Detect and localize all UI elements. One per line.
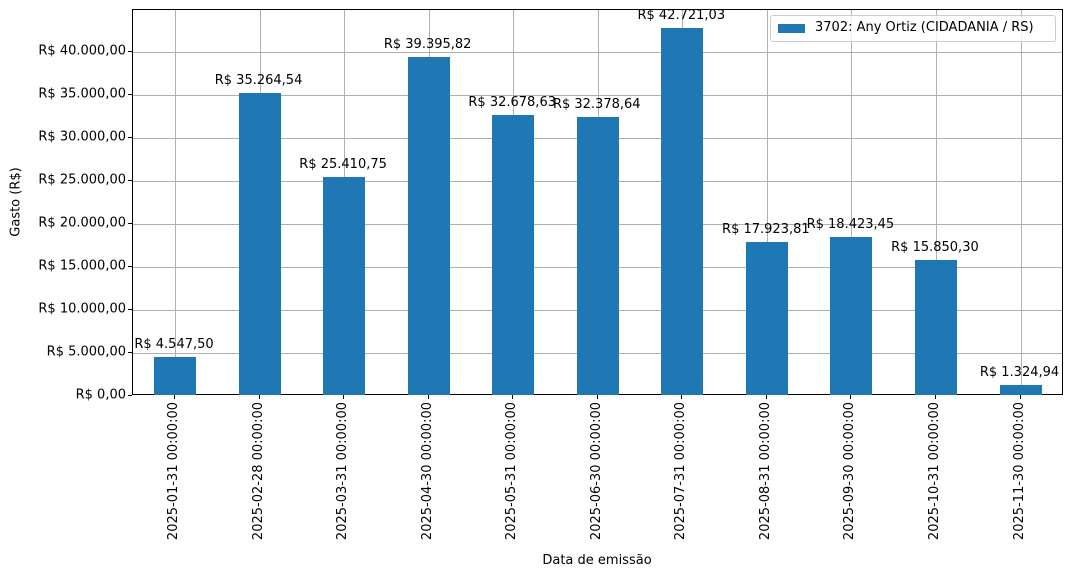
- y-tick-mark: [128, 351, 132, 353]
- y-tick-mark: [128, 265, 132, 267]
- bar: [407, 56, 450, 395]
- bar: [661, 28, 704, 395]
- grid-line-vertical: [1020, 10, 1022, 394]
- bar-value-label: R$ 32.378,64: [552, 97, 641, 113]
- bar-value-label: R$ 4.547,50: [134, 336, 214, 352]
- y-tick-mark: [128, 395, 132, 396]
- x-tick-mark: [681, 395, 683, 399]
- legend-swatch: [778, 24, 805, 33]
- bar: [154, 356, 196, 395]
- grid-line-horizontal: [133, 94, 1062, 96]
- bar-value-label: R$ 42.721,03: [637, 8, 726, 24]
- plot-area: [132, 9, 1063, 395]
- bar: [914, 259, 957, 395]
- y-tick-mark: [128, 93, 132, 95]
- x-tick-mark: [427, 395, 429, 399]
- bar-value-label: R$ 32.678,63: [468, 94, 556, 110]
- bar: [576, 117, 619, 395]
- y-tick-label: R$ 5.000,00: [46, 344, 126, 360]
- x-tick-label: 2025-10-31 00:00:00: [926, 402, 942, 541]
- grid-line-vertical: [175, 10, 176, 394]
- x-tick-label: 2025-01-31 00:00:00: [166, 402, 181, 541]
- bar: [999, 384, 1042, 395]
- x-tick-label: 2025-04-30 00:00:00: [419, 402, 435, 541]
- x-tick-label: 2025-03-31 00:00:00: [335, 402, 351, 541]
- x-tick-label: 2025-08-31 00:00:00: [757, 402, 773, 541]
- x-tick-label: 2025-06-30 00:00:00: [588, 402, 604, 541]
- grid-line-horizontal: [133, 51, 1062, 53]
- x-tick-label: 2025-09-30 00:00:00: [842, 402, 858, 541]
- bar-value-label: R$ 25.410,75: [299, 157, 387, 173]
- bar-value-label: R$ 15.850,30: [891, 239, 979, 255]
- y-tick-label: R$ 20.000,00: [38, 215, 126, 231]
- bar-value-label: R$ 17.923,81: [722, 221, 810, 237]
- x-tick-mark: [174, 395, 175, 399]
- legend-label: 3702: Any Ortiz (CIDADANIA / RS): [815, 20, 1034, 35]
- x-tick-label: 2025-02-28 00:00:00: [250, 402, 266, 541]
- y-tick-label: R$ 10.000,00: [38, 301, 126, 317]
- x-tick-mark: [850, 395, 852, 399]
- y-tick-label: R$ 0,00: [75, 387, 126, 403]
- x-axis-label: Data de emissão: [542, 553, 652, 568]
- bar-value-label: R$ 18.423,45: [806, 217, 895, 233]
- y-tick-mark: [128, 308, 132, 310]
- x-tick-label: 2025-11-30 00:00:00: [1011, 402, 1027, 541]
- x-tick-mark: [258, 395, 260, 399]
- bar-value-label: R$ 39.395,82: [383, 36, 472, 52]
- grid-line-vertical: [935, 10, 937, 394]
- y-tick-mark: [128, 222, 132, 224]
- grid-line-vertical: [766, 10, 768, 394]
- y-tick-mark: [128, 50, 132, 52]
- bar: [492, 114, 535, 395]
- y-tick-label: R$ 30.000,00: [38, 129, 126, 145]
- y-axis-label: Gasto (R$): [8, 167, 24, 237]
- legend: 3702: Any Ortiz (CIDADANIA / RS): [770, 15, 1056, 42]
- y-tick-label: R$ 35.000,00: [38, 86, 126, 102]
- x-tick-label: 2025-05-31 00:00:00: [504, 402, 520, 541]
- bar: [323, 177, 366, 395]
- bar-value-label: R$ 1.324,94: [979, 364, 1060, 380]
- y-tick-label: R$ 15.000,00: [38, 258, 126, 274]
- grid-line-vertical: [851, 10, 853, 394]
- x-tick-mark: [1019, 395, 1021, 399]
- x-tick-mark: [934, 395, 936, 399]
- y-tick-mark: [128, 179, 132, 181]
- x-tick-mark: [765, 395, 767, 399]
- x-tick-mark: [512, 395, 514, 399]
- y-tick-label: R$ 25.000,00: [38, 172, 126, 188]
- y-tick-mark: [128, 136, 132, 138]
- y-tick-label: R$ 40.000,00: [38, 43, 126, 59]
- x-tick-mark: [343, 395, 345, 399]
- x-tick-mark: [596, 395, 598, 399]
- bar-value-label: R$ 35.264,54: [214, 72, 303, 88]
- x-tick-label: 2025-07-31 00:00:00: [673, 402, 689, 541]
- bar: [830, 237, 873, 395]
- bar: [238, 92, 281, 395]
- bar: [745, 241, 788, 395]
